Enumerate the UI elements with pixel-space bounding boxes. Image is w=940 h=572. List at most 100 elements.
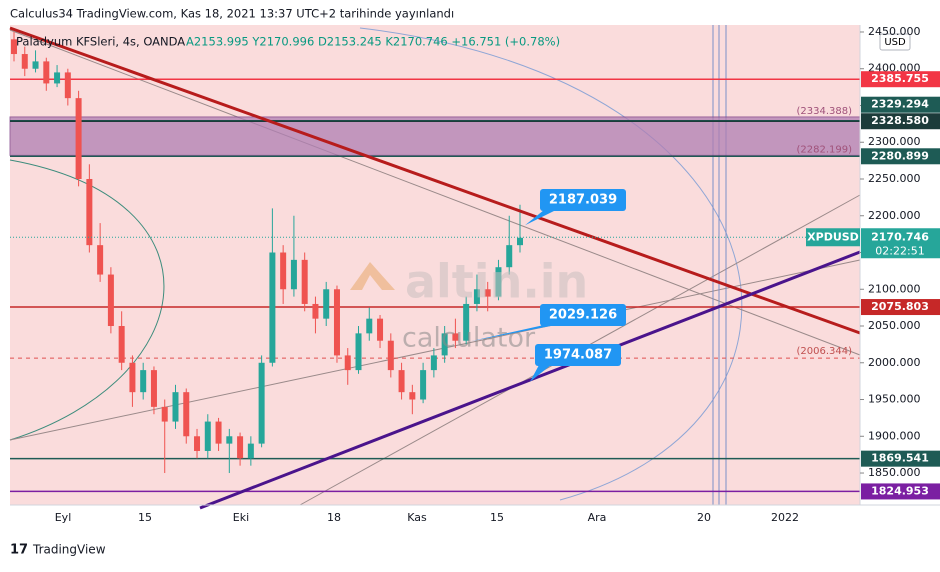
- watermark: altin.in calculator: [350, 255, 588, 354]
- callout-box: [540, 189, 626, 211]
- candle-body: [11, 39, 17, 55]
- candle-body: [97, 245, 104, 275]
- ellipse: [359, 27, 743, 501]
- candle-body: [269, 252, 276, 363]
- ohlc: A2153.995 Y2170.996 D2153.245 K2170.746 …: [186, 35, 560, 49]
- candle-body: [118, 326, 125, 363]
- countdown: 02:22:51: [875, 244, 924, 257]
- candle-body: [323, 289, 330, 319]
- candle-body: [473, 289, 480, 304]
- price-label-box: [861, 96, 940, 113]
- candle-body: [54, 72, 61, 84]
- candle-body: [75, 98, 82, 179]
- candle-body: [506, 245, 513, 268]
- x-tick-label: 15: [138, 511, 152, 524]
- candle-body: [463, 303, 470, 341]
- callout-box: [535, 344, 621, 366]
- y-tick-label: 1850.000: [868, 466, 921, 479]
- candle-body: [161, 406, 168, 422]
- footer-brand: TradingView: [32, 543, 106, 557]
- price-label-box: [861, 299, 940, 316]
- candle-body: [280, 252, 287, 290]
- x-tick-label: 2022: [771, 511, 799, 524]
- candle-body: [140, 370, 147, 393]
- price-label-box: [861, 483, 940, 500]
- currency: USD: [884, 37, 906, 48]
- symbol-box: [806, 228, 860, 247]
- symbol: Paladyum KFSleri, 4s, OANDA: [16, 35, 185, 49]
- candle-body: [430, 355, 437, 371]
- candle-body: [194, 436, 201, 451]
- candle-body: [204, 421, 211, 451]
- price-label-box: [861, 450, 940, 467]
- dashed-label: (2006.344): [796, 346, 852, 357]
- zone-label: (2334.388): [796, 106, 852, 117]
- candle-body: [32, 61, 39, 69]
- zone-label: (2282.199): [796, 144, 852, 155]
- watermark-sub: calculator: [402, 323, 536, 354]
- symbol-label: XPDUSD: [807, 230, 859, 243]
- watermark-logo: altin.in: [405, 255, 588, 309]
- price-label-box: [861, 71, 940, 88]
- price-label: 2075.803: [871, 300, 929, 313]
- y-tick-label: 2300.000: [868, 135, 921, 148]
- candle-body: [215, 421, 222, 444]
- price-label: 1824.953: [871, 484, 929, 497]
- candle-body: [452, 333, 459, 341]
- watermark-icon: [350, 262, 395, 290]
- candle-body: [409, 392, 416, 400]
- candle-body: [301, 259, 308, 304]
- candle-body: [183, 392, 190, 437]
- header-title: Calculus34 TradingView.com, Kas 18, 2021…: [10, 7, 454, 21]
- candle-body: [150, 370, 157, 407]
- zone: [9, 116, 861, 156]
- callout-label: 1974.087: [544, 348, 612, 363]
- candle-body: [517, 237, 523, 246]
- x-tick-label: 20: [697, 511, 711, 524]
- fan-line: [9, 29, 861, 356]
- price-label: 1869.541: [871, 452, 929, 465]
- trend-line: [9, 26, 861, 335]
- candle-body: [398, 370, 405, 393]
- candle-body: [441, 333, 448, 356]
- callout-pointer: [470, 325, 556, 342]
- y-tick-label: 2100.000: [868, 282, 921, 295]
- candle-body: [247, 443, 254, 459]
- x-tick-label: Eyl: [55, 511, 72, 524]
- y-tick-label: 1950.000: [868, 393, 921, 406]
- candle-body: [172, 392, 179, 422]
- candle-body: [333, 289, 340, 356]
- price-label: 2280.899: [871, 149, 929, 162]
- x-tick-label: Eki: [233, 511, 249, 524]
- candle-body: [64, 72, 71, 99]
- candle-body: [226, 436, 233, 444]
- y-tick-label: 1900.000: [868, 429, 921, 442]
- fan-line: [9, 259, 861, 441]
- candle-body: [258, 362, 265, 444]
- plot-area: [10, 25, 860, 505]
- x-tick-label: 18: [327, 511, 341, 524]
- callout-pointer: [525, 210, 556, 226]
- candle-body: [86, 178, 93, 246]
- y-tick-label: 2450.000: [868, 25, 921, 38]
- price-label-box: [861, 113, 940, 130]
- last-price-box: [861, 228, 940, 259]
- candle-body: [387, 340, 394, 371]
- y-tick-label: 2000.000: [868, 356, 921, 369]
- callout-label: 2029.126: [549, 308, 617, 323]
- x-tick-label: 15: [490, 511, 504, 524]
- y-tick-label: 2200.000: [868, 209, 921, 222]
- candle-body: [290, 259, 297, 290]
- candle-body: [377, 318, 384, 341]
- x-tick-label: Kas: [407, 511, 427, 524]
- candle-body: [237, 436, 244, 459]
- candle-body: [495, 267, 502, 297]
- price-label: 2385.755: [871, 72, 929, 85]
- price-label: 2328.580: [871, 114, 929, 127]
- callout-label: 2187.039: [549, 193, 617, 208]
- candle-body: [355, 333, 362, 371]
- price-label: 2329.294: [871, 98, 929, 111]
- x-tick-label: Ara: [588, 511, 607, 524]
- price-label-box: [861, 148, 940, 165]
